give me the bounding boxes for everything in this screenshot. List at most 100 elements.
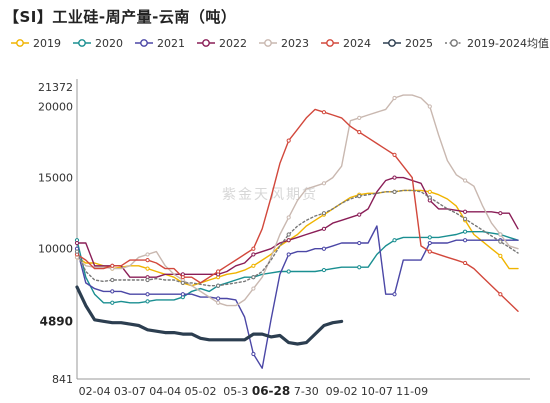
series-marker <box>286 138 291 143</box>
legend-label: 2021 <box>157 36 185 50</box>
series-marker <box>216 269 221 274</box>
series-marker <box>145 299 150 304</box>
legend-swatch-icon <box>445 39 463 47</box>
series-marker <box>286 232 291 237</box>
series-marker <box>357 130 362 135</box>
series-marker <box>498 253 503 258</box>
legend: 2019 2020 2021 2022 2023 2024 2025 2019-2024均值 <box>10 35 550 51</box>
series-marker <box>145 266 150 271</box>
series-marker <box>427 104 432 109</box>
series-marker <box>145 292 150 297</box>
series-marker <box>427 249 432 254</box>
series-marker <box>462 260 468 266</box>
series-marker <box>251 351 256 357</box>
legend-label: 2022 <box>219 36 247 50</box>
legend-swatch-icon <box>321 39 339 47</box>
legend-swatch-icon <box>73 39 91 47</box>
series-marker <box>180 275 185 280</box>
series-marker <box>110 300 115 305</box>
x-tick-label: 04-04 <box>149 385 181 398</box>
legend-item[interactable]: 2019 <box>10 35 61 51</box>
series-marker <box>462 209 468 214</box>
series-marker <box>251 252 256 257</box>
series-line-0 <box>76 189 519 287</box>
series-line-2 <box>76 225 519 369</box>
legend-item[interactable]: 2023 <box>258 35 309 51</box>
series-marker <box>392 95 397 101</box>
x-tick-label: 06-28 <box>252 384 290 398</box>
x-tick-label: 05-3 <box>223 385 248 398</box>
series-marker <box>286 252 291 257</box>
legend-item[interactable]: 2024 <box>320 35 371 51</box>
legend-item[interactable]: 2019-2024均值 <box>444 35 549 51</box>
series-marker <box>498 211 503 216</box>
x-tick-label: 7-30 <box>294 385 319 398</box>
series-marker <box>357 240 362 246</box>
legend-item[interactable]: 2025 <box>382 35 433 51</box>
series-marker <box>392 175 397 180</box>
series-marker <box>216 300 221 305</box>
watermark: 紫金天风期货 <box>222 186 318 203</box>
x-tick-label: 11-09 <box>396 385 428 398</box>
y-tick-label: 10000 <box>38 243 73 256</box>
series-marker <box>286 238 291 243</box>
series-marker <box>392 189 397 194</box>
legend-label: 2020 <box>95 36 123 50</box>
series-line-1 <box>76 231 519 304</box>
series-marker <box>251 275 256 280</box>
series-marker <box>462 229 468 234</box>
series-marker <box>321 211 327 216</box>
series-marker <box>498 239 503 244</box>
series-marker <box>427 195 432 200</box>
series-marker <box>498 232 503 237</box>
series-marker <box>74 249 80 254</box>
series-marker <box>216 296 221 301</box>
series-marker <box>462 238 468 243</box>
series-line-5 <box>76 108 519 312</box>
series-marker <box>251 246 256 251</box>
series-marker <box>321 181 327 186</box>
legend-label: 2019 <box>33 36 61 50</box>
y-tick-label: 21372 <box>38 81 73 94</box>
series-marker <box>74 240 80 246</box>
legend-item[interactable]: 2021 <box>134 35 185 51</box>
legend-label: 2019-2024均值 <box>467 37 549 50</box>
series-marker <box>427 235 432 240</box>
series-line-7 <box>76 189 519 287</box>
y-tick-label: 4890 <box>40 314 73 328</box>
series-marker <box>145 252 150 257</box>
series-line-4 <box>76 94 519 307</box>
series-marker <box>357 265 362 270</box>
legend-swatch-icon <box>11 39 29 47</box>
legend-item[interactable]: 2020 <box>72 35 123 51</box>
legend-swatch-icon <box>259 39 277 47</box>
series-marker <box>427 189 432 194</box>
series-marker <box>251 263 256 268</box>
series-marker <box>392 238 397 243</box>
series-marker <box>321 110 327 115</box>
series-marker <box>145 277 150 283</box>
series-line-3 <box>76 176 519 278</box>
series-marker <box>392 292 397 297</box>
legend-swatch-icon <box>383 39 401 47</box>
legend-label: 2025 <box>405 36 433 50</box>
series-marker <box>180 280 185 285</box>
series-marker <box>321 246 327 251</box>
series-marker <box>286 215 291 220</box>
series-marker <box>498 292 503 297</box>
y-tick-label: 841 <box>52 373 73 386</box>
x-tick-label: 09-02 <box>326 385 358 398</box>
series-marker <box>462 216 468 221</box>
chart-title: 【SI】工业硅-周产量-云南（吨） <box>4 8 237 26</box>
y-tick-label: 15000 <box>38 172 73 185</box>
series-line-6 <box>75 285 344 346</box>
legend-item[interactable]: 2022 <box>196 35 247 51</box>
x-tick-label: 03-07 <box>114 385 146 398</box>
x-tick-label: 02-04 <box>79 385 111 398</box>
series-marker <box>357 115 362 120</box>
x-tick-label: 10-07 <box>361 385 393 398</box>
series-marker <box>216 283 221 288</box>
y-tick-label: 20000 <box>38 101 73 114</box>
series-marker <box>357 194 362 199</box>
